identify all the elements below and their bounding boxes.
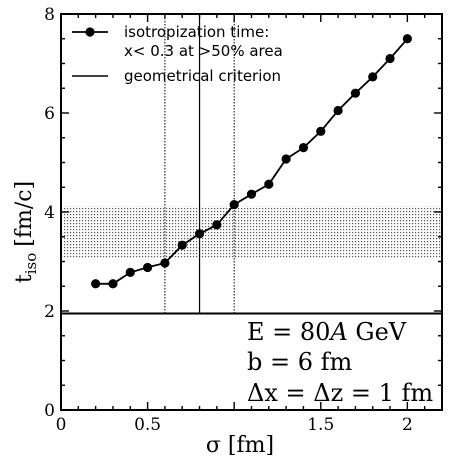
annotation-grid-spacing: Δx = Δz = 1 fm [247, 379, 433, 407]
data-point [298, 143, 309, 153]
annotation-energy: E = 80A GeV [247, 318, 407, 346]
x-tick-label: 0.5 [134, 415, 161, 435]
y-axis-label: tiso [fm/c] [12, 181, 40, 283]
data-point [316, 126, 326, 136]
data-point [385, 53, 395, 64]
legend: isotropization time: x< 0.3 at >50% area… [72, 23, 283, 85]
data-point [350, 88, 361, 98]
plot-frame [60, 13, 443, 411]
legend-geometrical-criterion-label: geometrical criterion [124, 67, 281, 85]
data-point [368, 72, 378, 82]
data-point [333, 105, 343, 116]
y-axis-label-unit: [fm/c] [12, 181, 37, 247]
series-points [91, 34, 412, 289]
y-tick-label: 8 [44, 5, 55, 25]
legend-series-label-line1: isotropization time: [124, 23, 269, 41]
data-point [229, 199, 239, 210]
axis-tick-labels: 0 0.5 1.5 2 0 2 4 6 8 [44, 5, 413, 435]
y-tick-label: 0 [44, 401, 55, 421]
x-tick-label: 0 [56, 415, 67, 435]
data-point [281, 154, 291, 164]
shaded-band [61, 206, 442, 260]
data-point [91, 279, 101, 289]
x-axis-label: σ [fm] [206, 433, 274, 458]
data-point [194, 229, 205, 239]
data-point [160, 258, 170, 268]
data-point [246, 189, 257, 199]
data-point [264, 179, 274, 189]
x-tick-label: 1.5 [307, 415, 334, 435]
y-axis-label-main: t [12, 274, 37, 283]
x-tick-label: 2 [402, 415, 413, 435]
data-point [212, 220, 222, 230]
y-axis-label-subscript: iso [22, 253, 40, 275]
annotation-impact-parameter: b = 6 fm [247, 348, 353, 376]
data-point [177, 240, 187, 250]
data-point [125, 267, 135, 277]
data-point [142, 262, 153, 273]
y-tick-label: 4 [44, 203, 55, 223]
y-tick-label: 2 [44, 302, 55, 322]
legend-series-label-line2: x< 0.3 at >50% area [124, 42, 283, 60]
annotation-block: E = 80A GeV b = 6 fm Δx = Δz = 1 fm [247, 318, 433, 407]
legend-series-marker [85, 27, 95, 37]
data-point [108, 279, 118, 289]
data-point [402, 34, 412, 44]
y-tick-label: 6 [44, 104, 55, 124]
